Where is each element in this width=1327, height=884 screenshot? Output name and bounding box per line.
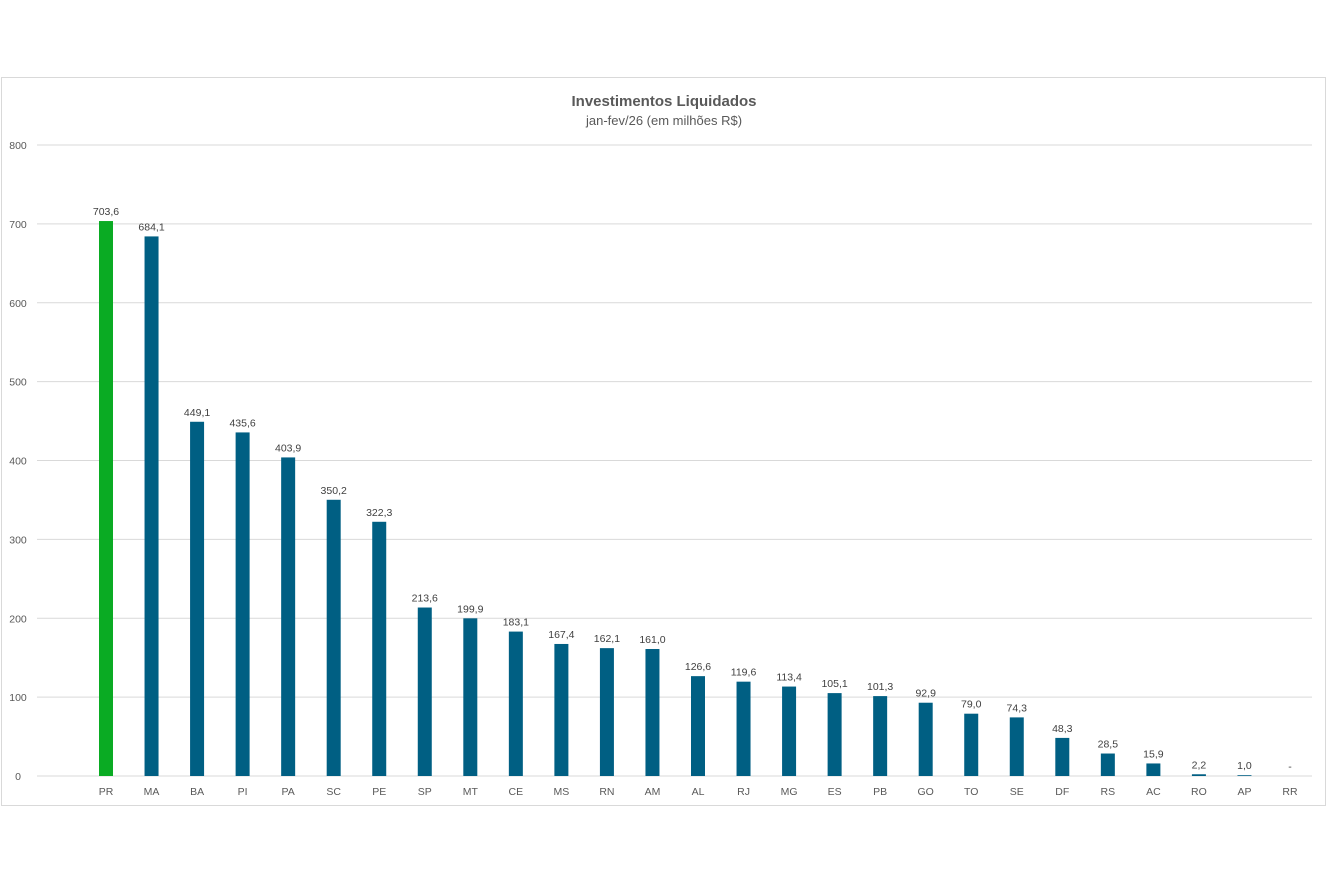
x-tick-label: MA	[144, 786, 160, 798]
data-label: 684,1	[138, 221, 164, 233]
data-label: 28,5	[1098, 739, 1119, 751]
bar-ES	[827, 693, 842, 776]
x-tick-label: RN	[599, 786, 614, 798]
data-label: 703,6	[93, 206, 119, 218]
data-label: 403,9	[275, 442, 301, 454]
y-tick-label: 300	[9, 534, 27, 546]
bar-MA	[144, 236, 159, 776]
x-tick-label: ES	[828, 786, 842, 798]
bar-AL	[691, 676, 705, 776]
data-label: 48,3	[1052, 723, 1073, 735]
bar-RN	[599, 648, 614, 776]
data-label: 105,1	[821, 678, 847, 690]
bar-AM	[645, 649, 660, 776]
y-tick-label: 500	[9, 377, 27, 389]
y-tick-label: 700	[9, 219, 27, 231]
y-tick-label: 800	[9, 140, 27, 152]
bar-PE	[372, 521, 387, 776]
data-label: 199,9	[457, 603, 483, 615]
data-label: 126,6	[685, 661, 711, 673]
data-label: 119,6	[731, 667, 757, 679]
x-tick-label: RO	[1191, 786, 1207, 798]
data-label: 183,1	[503, 617, 529, 629]
bar-MT	[463, 618, 478, 776]
x-tick-label: AM	[645, 786, 661, 798]
x-tick-label: MS	[554, 786, 570, 798]
data-label: -	[1288, 761, 1292, 773]
chart-frame	[1, 77, 1326, 806]
x-tick-label: SE	[1010, 786, 1024, 798]
x-tick-label: PA	[282, 786, 295, 798]
data-label: 161,0	[639, 634, 665, 646]
bar-SC	[326, 499, 341, 776]
bar-RO	[1191, 774, 1206, 776]
y-tick-label: 600	[9, 298, 27, 310]
bar-RJ	[736, 681, 751, 776]
data-label: 350,2	[321, 485, 347, 497]
x-tick-label: AP	[1237, 786, 1251, 798]
y-tick-label: 100	[9, 692, 27, 704]
data-label: 162,1	[594, 633, 620, 645]
x-tick-label: AC	[1146, 786, 1161, 798]
x-tick-label: PB	[873, 786, 887, 798]
bar-BA	[190, 421, 205, 776]
chart-title: Investimentos Liquidados	[571, 93, 756, 110]
x-tick-label: RS	[1101, 786, 1116, 798]
bar-RS	[1100, 753, 1115, 776]
bar-PB	[873, 696, 888, 776]
x-tick-label: PE	[372, 786, 386, 798]
x-tick-label: PI	[238, 786, 248, 798]
bar-MG	[782, 686, 797, 776]
data-label: 74,3	[1007, 702, 1028, 714]
bar-SP	[417, 607, 432, 776]
data-label: 449,1	[184, 407, 210, 419]
x-tick-label: RJ	[737, 786, 750, 798]
x-tick-label: SC	[326, 786, 341, 798]
bar-PA	[281, 457, 296, 776]
data-label: 322,3	[366, 507, 392, 519]
bar-SE	[1009, 717, 1024, 776]
bar-TO	[964, 713, 979, 776]
bar-AP	[1237, 775, 1252, 776]
x-tick-label: BA	[190, 786, 204, 798]
bar-DF	[1055, 737, 1070, 776]
data-label: 101,3	[867, 681, 893, 693]
x-tick-label: MG	[781, 786, 798, 798]
x-tick-label: DF	[1055, 786, 1069, 798]
x-tick-label: SP	[418, 786, 432, 798]
data-label: 79,0	[961, 699, 982, 711]
y-tick-label: 0	[15, 771, 21, 783]
x-tick-label: RR	[1282, 786, 1298, 798]
bar-GO	[918, 702, 933, 776]
data-label: 92,9	[915, 688, 936, 700]
x-tick-label: TO	[964, 786, 978, 798]
x-tick-label: CE	[509, 786, 524, 798]
bar-PR	[99, 221, 113, 776]
chart-subtitle: jan-fev/26 (em milhões R$)	[585, 113, 742, 128]
bar-PI	[235, 432, 250, 776]
data-label: 435,6	[229, 417, 255, 429]
x-tick-label: AL	[692, 786, 705, 798]
y-tick-label: 400	[9, 456, 27, 468]
y-tick-label: 200	[9, 613, 27, 625]
data-label: 1,0	[1237, 760, 1252, 772]
bar-AC	[1146, 763, 1161, 776]
data-label: 15,9	[1143, 748, 1164, 760]
x-tick-label: GO	[918, 786, 934, 798]
data-label: 213,6	[412, 593, 438, 605]
data-label: 167,4	[548, 629, 574, 641]
data-label: 2,2	[1192, 759, 1207, 771]
bar-CE	[508, 631, 523, 776]
x-tick-label: PR	[99, 786, 114, 798]
x-tick-label: MT	[463, 786, 479, 798]
bar-MS	[554, 643, 569, 776]
data-label: 113,4	[776, 672, 802, 684]
